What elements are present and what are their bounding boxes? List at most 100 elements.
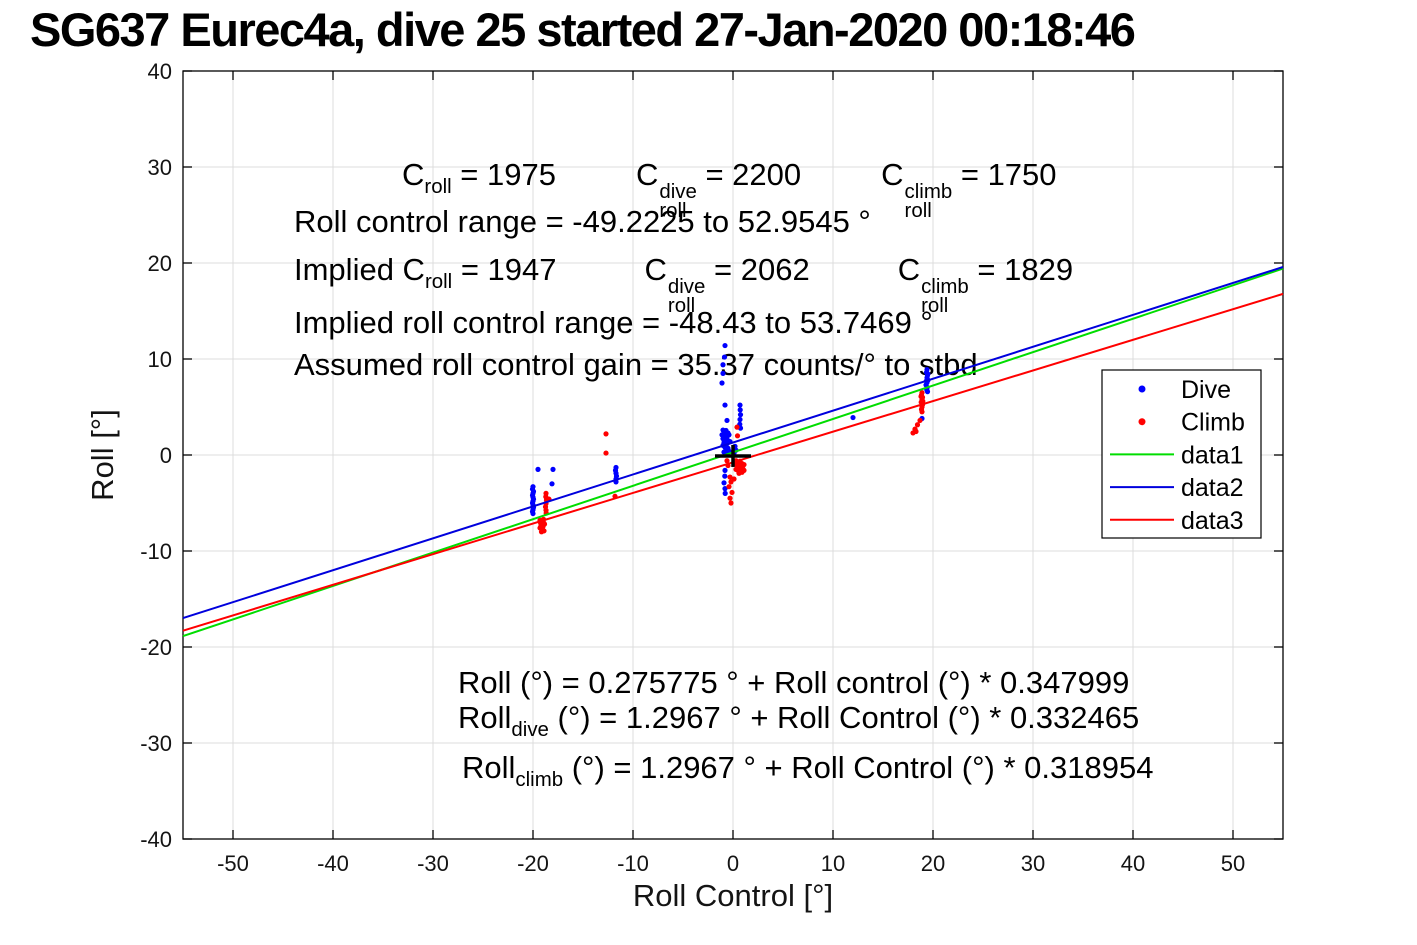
climb-point [729, 489, 735, 496]
climb-point [920, 398, 926, 404]
dive-point [737, 416, 743, 423]
coefficient-value: = 1829 [968, 252, 1074, 287]
x-tick-label: 10 [821, 851, 845, 876]
x-tick-label: 20 [921, 851, 945, 876]
tick-labels: -50 -40 -30 -20 -10 0 10 20 30 40 50 -40 -30 -20 -10 0 1… [140, 59, 1245, 876]
climb-point [538, 529, 545, 535]
x-tick-label: -20 [517, 851, 549, 876]
origin-plus-marker [715, 444, 751, 467]
climb-point [728, 500, 734, 506]
climb-point [731, 476, 737, 482]
coefficient-symbol: C [897, 252, 921, 287]
dive-point [719, 380, 725, 386]
climb-point [724, 458, 730, 464]
dive-point [722, 486, 728, 492]
dive-point [737, 402, 743, 408]
legend-marker-dot [1138, 418, 1146, 426]
dive-point [535, 466, 541, 472]
coefficient-superscript: dive [667, 274, 706, 298]
climb-point [727, 474, 733, 480]
dive-point [737, 412, 744, 418]
x-tick-label: 50 [1221, 851, 1245, 876]
legend-label: data3 [1181, 507, 1244, 535]
climb-point [726, 484, 732, 490]
coefficient-subscript: roll [659, 199, 687, 223]
coefficient-group: Croll = 1975 [402, 157, 556, 198]
coefficient-symbol: C [644, 252, 667, 287]
annotation-roll-dive-equation: Rolldive (°) = 1.2967 ° + Roll Control (… [458, 700, 1140, 741]
coefficient-prefix: Implied [294, 252, 403, 287]
y-tick-label: -10 [140, 539, 172, 564]
legend-label: data1 [1181, 441, 1244, 469]
equation-body: (°) = 0.275775 ° + Roll control (°) * 0.… [511, 665, 1130, 700]
dive-point [722, 342, 728, 349]
legend: Dive Climb data1 data2 data3 [1101, 369, 1262, 539]
dive-point [720, 362, 726, 368]
dive-point [724, 417, 730, 424]
coefficient-symbol: C [402, 157, 425, 192]
equation-subscript: dive [511, 717, 549, 741]
coefficient-subscript: roll [424, 174, 452, 198]
dive-point [722, 490, 728, 496]
axis-ticks [183, 70, 1283, 840]
dive-point [850, 414, 856, 421]
y-tick-label: 10 [148, 347, 172, 372]
dive-point [721, 354, 728, 360]
coefficient-value: = 2062 [705, 252, 810, 287]
climb-point [914, 422, 921, 428]
annotation-roll-equation: Roll (°) = 0.275775 ° + Roll control (°)… [458, 665, 1129, 701]
coefficient-supsub: dive roll [659, 181, 697, 223]
equation-lhs: Roll [458, 700, 512, 735]
coefficient-value: = 2200 [696, 157, 802, 192]
coefficient-subscript: roll [667, 294, 696, 318]
equation-subscript: climb [515, 767, 564, 791]
coefficient-subscript: roll [921, 294, 949, 318]
y-tick-label: 0 [160, 443, 172, 468]
y-tick-label: 40 [148, 59, 172, 84]
figure-title: SG637 Eurec4a, dive 25 started 27-Jan-20… [30, 3, 1136, 56]
coefficient-supsub: climb roll [921, 276, 969, 318]
climb-point [736, 470, 742, 476]
fit-line-data2 [182, 266, 1284, 620]
equation-lhs: Roll [462, 750, 516, 785]
dive-point [722, 473, 728, 479]
y-tick-label: 20 [148, 251, 172, 276]
legend-label: data2 [1181, 474, 1244, 502]
annotation-roll-control-range: Roll control range = -49.2225 to 52.9545… [294, 204, 871, 239]
dive-point [720, 370, 726, 376]
annotation-roll-climb-equation: Rollclimb (°) = 1.2967 ° + Roll Control … [462, 750, 1153, 791]
coefficient-value: = 1750 [952, 157, 1057, 192]
x-tick-label: 40 [1121, 851, 1145, 876]
coefficient-value: = 1975 [451, 157, 556, 192]
coefficient-group: Implied Croll = 1947 [294, 252, 557, 293]
x-tick-label: 0 [727, 851, 739, 876]
equation-body: (°) = 1.2967 ° + Roll Control (°) * 0.33… [548, 700, 1140, 735]
coefficient-subscript: roll [424, 269, 453, 293]
coefficient-supsub: dive roll [667, 274, 706, 318]
dive-point [530, 510, 536, 517]
x-tick-label: -30 [417, 851, 449, 876]
x-tick-label: -10 [617, 851, 649, 876]
climb-point [541, 521, 548, 527]
climb-point [919, 409, 925, 415]
y-tick-label: -40 [140, 827, 172, 852]
dive-point [924, 389, 931, 395]
x-tick-label: -40 [317, 851, 349, 876]
y-tick-label: -30 [140, 731, 172, 756]
dive-point [550, 466, 556, 472]
legend-label: Climb [1181, 409, 1245, 437]
equation-lhs: Roll [458, 665, 512, 700]
y-tick-label: -20 [140, 635, 172, 660]
climb-point [741, 467, 747, 473]
coefficient-supsub: climb roll [905, 181, 953, 221]
dive-point [726, 432, 732, 438]
coefficient-symbol: C [635, 157, 659, 192]
coefficient-symbol: C [402, 252, 425, 287]
